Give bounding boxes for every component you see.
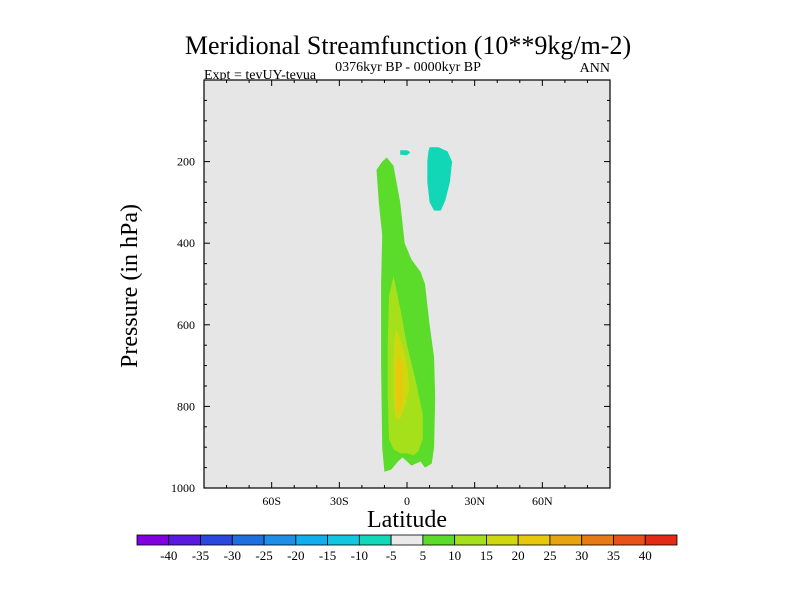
- plot-area: 60S 30S 0 30N 60N 200 400 600 800 1000: [171, 79, 611, 508]
- colorbar-label: 20: [512, 548, 525, 563]
- chart-right-label: ANN: [580, 61, 610, 76]
- x-tick-label: 30S: [330, 494, 349, 508]
- colorbar-box: [358, 534, 392, 546]
- colorbar-label: 25: [543, 548, 556, 563]
- colorbar-box: [549, 534, 583, 546]
- colorbar-box: [613, 534, 646, 546]
- x-tick-label: 60N: [532, 494, 553, 508]
- colorbar: [136, 534, 678, 546]
- x-axis-label: Latitude: [367, 507, 447, 533]
- colorbar-labels: -40 -35 -30 -25 -20 -15 -10 -5 5 10 15 20 25 30 35 40: [160, 548, 652, 563]
- colorbar-box: [581, 534, 614, 546]
- x-tick-label: 0: [404, 494, 410, 508]
- colorbar-label: -20: [287, 548, 304, 563]
- colorbar-label: 10: [448, 548, 461, 563]
- colorbar-box: [231, 534, 265, 546]
- colorbar-label: 5: [420, 548, 427, 563]
- y-tick-label: 600: [177, 318, 195, 332]
- x-tick-label: 30N: [464, 494, 485, 508]
- colorbar-label: 15: [480, 548, 493, 563]
- chart-subtitle: 0376kyr BP - 0000kyr BP: [335, 60, 481, 75]
- y-tick-label: 1000: [171, 481, 195, 495]
- colorbar-label: -30: [224, 548, 241, 563]
- colorbar-box: [486, 534, 519, 546]
- axis-ticks: [204, 80, 610, 489]
- colorbar-label: -40: [160, 548, 177, 563]
- colorbar-label: -35: [192, 548, 209, 563]
- chart-title: Meridional Streamfunction (10**9kg/m-2): [185, 31, 631, 60]
- colorbar-box: [136, 534, 170, 546]
- colorbar-label: -15: [319, 548, 336, 563]
- colorbar-label: -25: [255, 548, 272, 563]
- colorbar-label: 30: [575, 548, 588, 563]
- colorbar-label: -10: [351, 548, 368, 563]
- contour-regions: [376, 147, 453, 472]
- colorbar-box: [168, 534, 201, 546]
- x-tick-label: 60S: [262, 494, 281, 508]
- colorbar-box: [263, 534, 297, 546]
- contour-region-3: [395, 353, 403, 415]
- y-tick-label: 400: [177, 236, 195, 250]
- colorbar-box: [454, 534, 487, 546]
- contour-region-5: [427, 147, 453, 211]
- chart-left-label: Expt = tevUY-tevua: [204, 68, 317, 83]
- colorbar-label: -5: [386, 548, 397, 563]
- colorbar-box: [327, 534, 360, 546]
- colorbar-box: [644, 534, 678, 546]
- y-tick-label: 200: [177, 155, 195, 169]
- colorbar-box: [517, 534, 551, 546]
- colorbar-box: [390, 534, 424, 546]
- colorbar-box: [295, 534, 328, 546]
- y-axis-label: Pressure (in hPa): [117, 204, 143, 368]
- colorbar-label: 35: [607, 548, 620, 563]
- colorbar-box: [200, 534, 233, 546]
- colorbar-label: 40: [639, 548, 652, 563]
- colorbar-box: [422, 534, 456, 546]
- contour-region-4: [400, 150, 411, 156]
- axis-tick-labels: 60S 30S 0 30N 60N 200 400 600 800 1000: [171, 155, 553, 508]
- y-tick-label: 800: [177, 399, 195, 413]
